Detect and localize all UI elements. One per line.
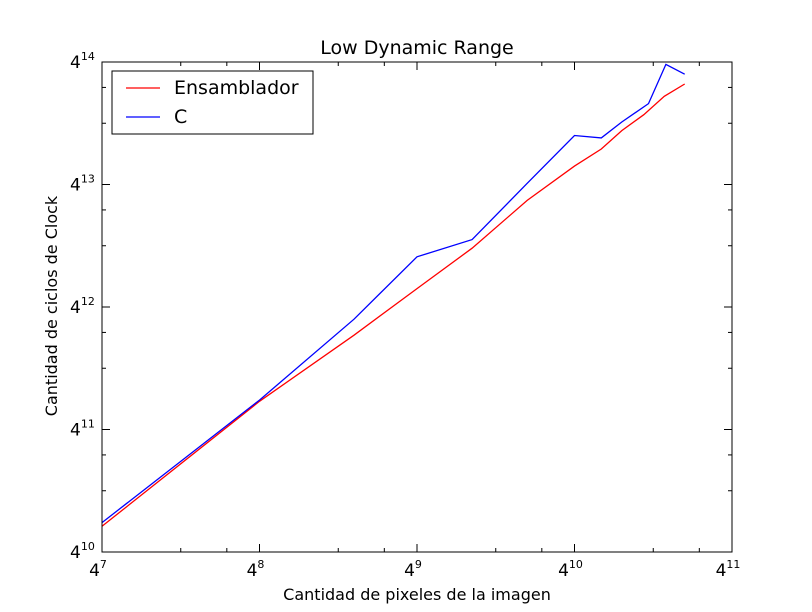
x-tick-label: 49 (404, 558, 422, 581)
y-tick-label: 410 (70, 540, 95, 563)
x-tick-exponent: 9 (415, 558, 422, 571)
x-tick-label: 410 (558, 558, 583, 581)
legend-label-c: C (174, 106, 187, 128)
series-line-ensamblador (101, 83, 686, 527)
x-tick-label: 47 (89, 558, 107, 581)
x-tick-base: 4 (404, 561, 415, 581)
x-tick-label: 48 (247, 558, 265, 581)
x-tick-base: 4 (716, 561, 727, 581)
y-tick-label: 411 (70, 418, 95, 441)
y-tick-label: 412 (70, 295, 95, 318)
y-tick-exponent: 13 (81, 173, 95, 186)
y-tick-exponent: 12 (81, 295, 95, 308)
y-tick-base: 4 (70, 53, 81, 73)
x-axis-label: Cantidad de pixeles de la imagen (283, 585, 551, 604)
x-tick-base: 4 (558, 561, 569, 581)
y-tick-label: 413 (70, 173, 95, 196)
series-line-c (101, 63, 686, 524)
y-tick-exponent: 14 (81, 50, 95, 63)
chart-title: Low Dynamic Range (320, 37, 514, 59)
y-tick-base: 4 (70, 543, 81, 563)
y-tick-base: 4 (70, 176, 81, 196)
x-tick-exponent: 10 (569, 558, 583, 571)
legend: Ensamblador C (111, 70, 314, 135)
x-tick-base: 4 (89, 561, 100, 581)
x-tick-label: 411 (716, 558, 741, 581)
y-tick-base: 4 (70, 421, 81, 441)
y-tick-exponent: 10 (81, 540, 95, 553)
plot-frame (101, 61, 733, 553)
x-tick-exponent: 8 (257, 558, 264, 571)
x-tick-exponent: 11 (726, 558, 740, 571)
legend-label-ensamblador: Ensamblador (174, 77, 299, 99)
legend-box (111, 70, 314, 135)
y-axis-label: Cantidad de ciclos de Clock (42, 195, 61, 416)
series-layer (101, 63, 686, 527)
y-tick-base: 4 (70, 298, 81, 318)
x-tick-base: 4 (247, 561, 258, 581)
y-tick-label: 414 (70, 50, 95, 73)
y-tick-exponent: 11 (81, 418, 95, 431)
x-tick-exponent: 7 (100, 558, 107, 571)
